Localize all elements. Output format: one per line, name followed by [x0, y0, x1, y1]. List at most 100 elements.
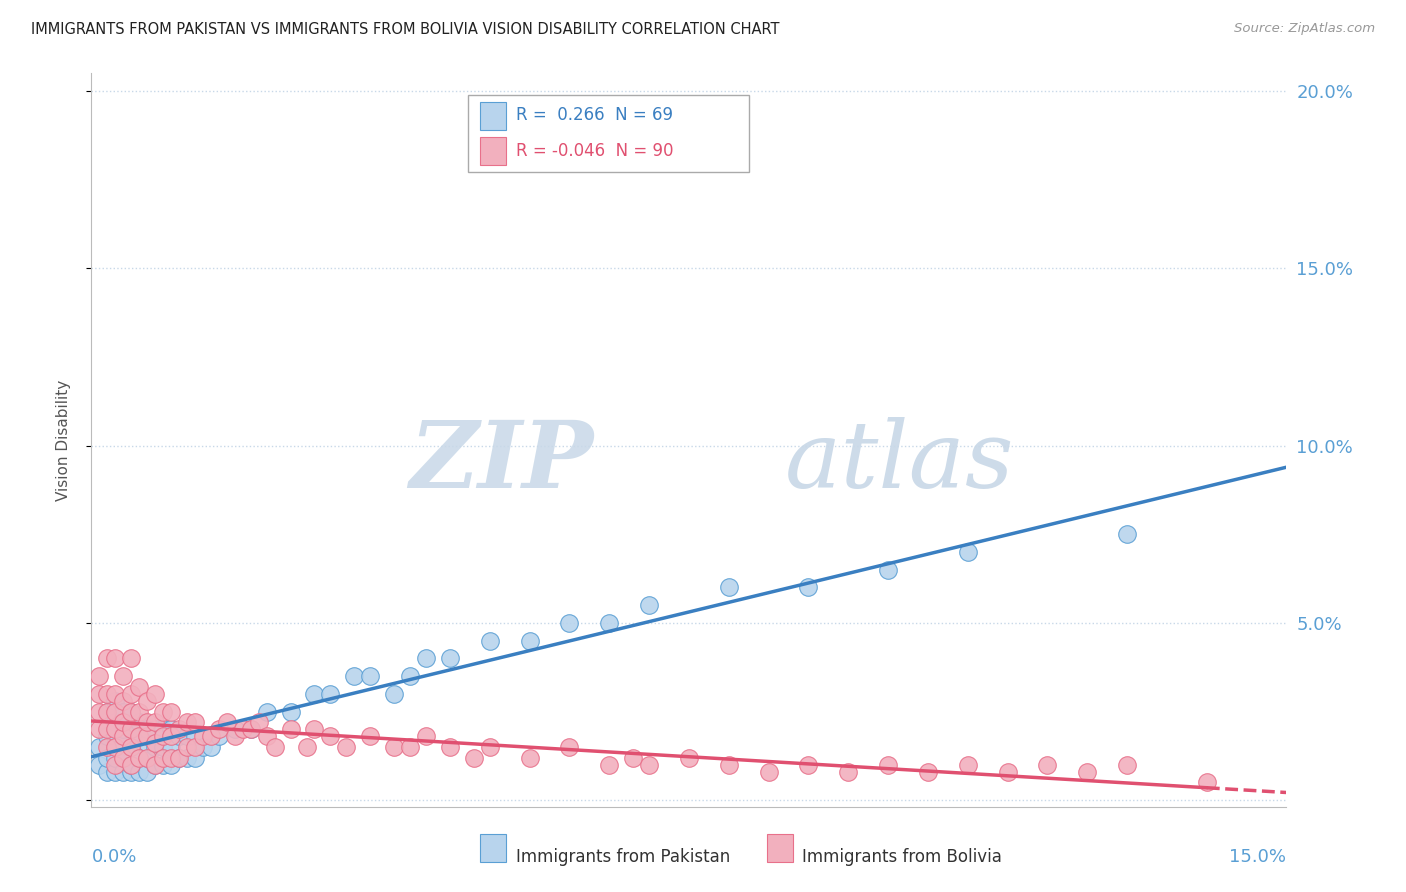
Point	[224, 723, 246, 737]
Point	[120, 757, 142, 772]
Point	[598, 757, 620, 772]
Text: Immigrants from Pakistan: Immigrants from Pakistan	[516, 848, 730, 866]
Point	[104, 715, 127, 730]
Point	[184, 729, 207, 743]
Point	[120, 757, 142, 772]
Point	[120, 739, 142, 754]
Point	[478, 633, 501, 648]
Bar	[479, 834, 506, 863]
Point	[128, 729, 150, 743]
Point	[382, 739, 405, 754]
Point	[104, 757, 127, 772]
Point	[104, 723, 127, 737]
Point	[167, 750, 190, 764]
Point	[200, 729, 222, 743]
Point	[96, 750, 118, 764]
Point	[136, 764, 159, 779]
Point	[1116, 757, 1139, 772]
Point	[136, 729, 159, 743]
Point	[143, 757, 166, 772]
Point	[136, 715, 159, 730]
Y-axis label: Vision Disability: Vision Disability	[56, 380, 70, 500]
Point	[89, 757, 111, 772]
Point	[956, 757, 979, 772]
Point	[136, 694, 159, 708]
Point	[89, 739, 111, 754]
Point	[877, 563, 900, 577]
Text: ZIP: ZIP	[409, 417, 593, 508]
Point	[717, 757, 740, 772]
Point	[120, 687, 142, 701]
Point	[280, 705, 302, 719]
Point	[128, 680, 150, 694]
Point	[128, 750, 150, 764]
Point	[96, 687, 118, 701]
Point	[128, 750, 150, 764]
Point	[112, 750, 135, 764]
Point	[167, 750, 190, 764]
Point	[359, 729, 381, 743]
Point	[96, 723, 118, 737]
Point	[335, 739, 357, 754]
Point	[120, 705, 142, 719]
Point	[104, 687, 127, 701]
Point	[415, 651, 437, 665]
Point	[143, 736, 166, 750]
Point	[160, 757, 183, 772]
Point	[232, 723, 254, 737]
Point	[112, 669, 135, 683]
Point	[678, 750, 700, 764]
Point	[256, 729, 278, 743]
Point	[319, 729, 342, 743]
Bar	[479, 102, 506, 130]
Point	[112, 764, 135, 779]
Point	[558, 615, 581, 630]
Point	[89, 705, 111, 719]
Point	[120, 764, 142, 779]
Point	[120, 739, 142, 754]
Point	[104, 739, 127, 754]
Point	[359, 669, 381, 683]
Point	[215, 715, 238, 730]
Point	[112, 694, 135, 708]
Point	[239, 723, 262, 737]
Point	[598, 615, 620, 630]
Point	[717, 580, 740, 594]
Point	[96, 739, 118, 754]
Point	[399, 739, 422, 754]
Point	[128, 715, 150, 730]
Point	[280, 723, 302, 737]
Point	[304, 687, 326, 701]
Point	[877, 757, 900, 772]
Text: 0.0%: 0.0%	[91, 847, 136, 865]
FancyBboxPatch shape	[468, 95, 748, 172]
Point	[304, 723, 326, 737]
Point	[638, 598, 661, 612]
Point	[160, 705, 183, 719]
Point	[152, 705, 174, 719]
Point	[797, 580, 820, 594]
Point	[112, 705, 135, 719]
Point	[136, 723, 159, 737]
Point	[295, 739, 318, 754]
Point	[176, 729, 198, 743]
Point	[247, 715, 270, 730]
Point	[208, 729, 231, 743]
Point	[143, 739, 166, 754]
Bar	[479, 136, 506, 164]
Text: IMMIGRANTS FROM PAKISTAN VS IMMIGRANTS FROM BOLIVIA VISION DISABILITY CORRELATIO: IMMIGRANTS FROM PAKISTAN VS IMMIGRANTS F…	[31, 22, 779, 37]
Point	[239, 723, 262, 737]
Point	[797, 757, 820, 772]
Point	[621, 750, 644, 764]
Point	[120, 723, 142, 737]
Point	[96, 651, 118, 665]
Point	[143, 723, 166, 737]
Point	[152, 757, 174, 772]
Point	[152, 729, 174, 743]
Point	[382, 687, 405, 701]
Point	[343, 669, 366, 683]
Point	[112, 736, 135, 750]
Point	[104, 729, 127, 743]
Point	[136, 750, 159, 764]
Point	[160, 739, 183, 754]
